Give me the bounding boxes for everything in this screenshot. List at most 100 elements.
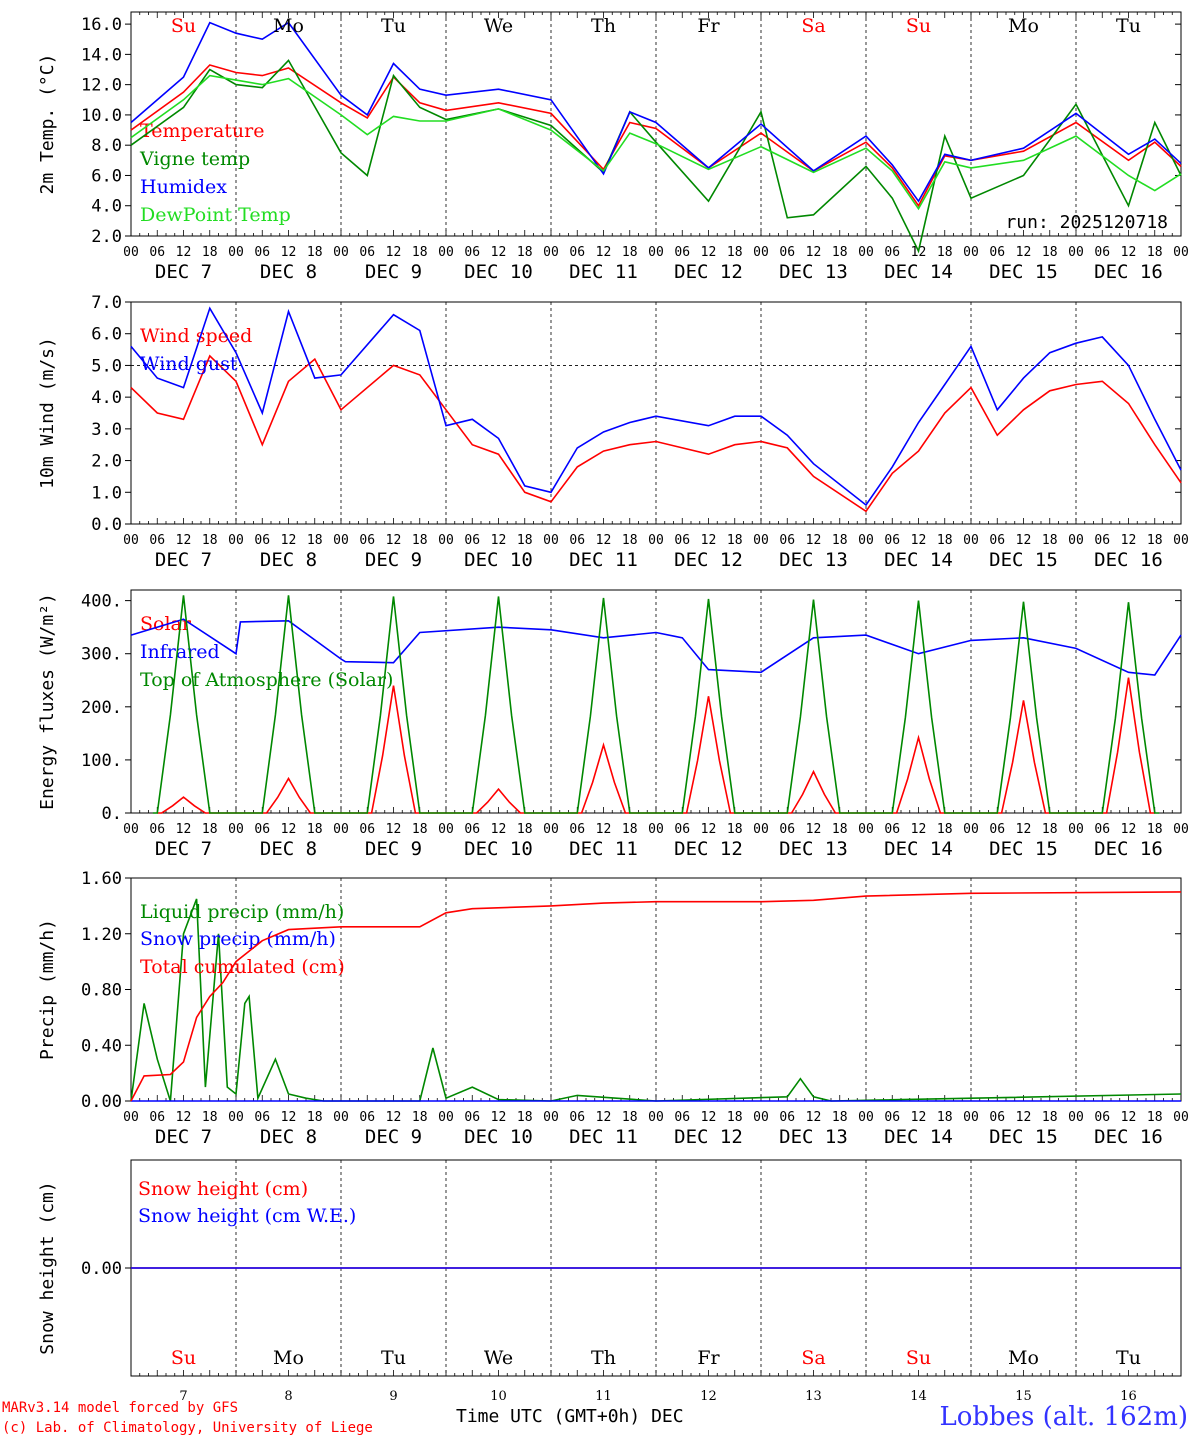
hour-tick-label: 00: [648, 822, 664, 837]
legend-entry: Temperature: [140, 120, 264, 142]
y-tick-label: 3.0: [91, 420, 122, 440]
hour-tick-label: 00: [333, 822, 349, 837]
weekday-label: Mo: [273, 15, 304, 37]
hour-tick-label: 06: [779, 533, 795, 548]
hour-tick-label: 00: [123, 245, 139, 260]
y-tick-label: 1.0: [91, 483, 122, 503]
hour-tick-label: 00: [543, 245, 559, 260]
hour-tick-label: 12: [1121, 822, 1137, 837]
date-label: DEC 12: [674, 549, 743, 571]
weekday-label: We: [484, 15, 513, 37]
hour-tick-label: 06: [149, 245, 165, 260]
hour-tick-label: 06: [464, 533, 480, 548]
day-number: 14: [910, 1389, 927, 1404]
hour-tick-label: 06: [464, 245, 480, 260]
hour-tick-label: 00: [963, 533, 979, 548]
hour-tick-label: 12: [1016, 533, 1032, 548]
y-tick-label: 4.0: [91, 388, 122, 408]
series-infrared: [130, 618, 1182, 676]
hour-tick-label: 18: [622, 533, 638, 548]
hour-tick-label: 00: [858, 822, 874, 837]
weekday-label: Su: [906, 15, 931, 37]
hour-tick-label: 06: [989, 822, 1005, 837]
hour-tick-label: 12: [1016, 822, 1032, 837]
hour-tick-label: 06: [989, 1110, 1005, 1125]
hour-tick-label: 06: [1094, 1110, 1110, 1125]
hour-tick-label: 12: [701, 1110, 717, 1125]
hour-tick-label: 12: [491, 1110, 507, 1125]
hour-tick-label: 18: [832, 533, 848, 548]
hour-tick-label: 06: [569, 533, 585, 548]
hour-tick-label: 12: [491, 533, 507, 548]
hour-tick-label: 18: [1147, 245, 1163, 260]
day-number: 8: [284, 1389, 292, 1404]
hour-tick-label: 18: [937, 822, 953, 837]
date-label: DEC 10: [464, 838, 533, 860]
hour-tick-label: 12: [1121, 245, 1137, 260]
weekday-label: Fr: [697, 1347, 720, 1369]
date-label: DEC 10: [464, 261, 533, 283]
hour-tick-label: 12: [386, 1110, 402, 1125]
date-label: DEC 12: [674, 1126, 743, 1148]
date-label: DEC 9: [365, 838, 422, 860]
hour-tick-label: 12: [491, 245, 507, 260]
hour-tick-label: 18: [307, 533, 323, 548]
hour-tick-label: 00: [1173, 822, 1189, 837]
y-tick-label: 8.0: [91, 136, 122, 156]
date-label: DEC 10: [464, 549, 533, 571]
y-tick-label: 300.: [81, 645, 122, 665]
hour-tick-label: 00: [543, 533, 559, 548]
date-label: DEC 8: [260, 261, 317, 283]
hour-tick-label: 12: [806, 1110, 822, 1125]
hour-tick-label: 12: [911, 822, 927, 837]
hour-tick-label: 00: [648, 533, 664, 548]
y-tick-label: 5.0: [91, 356, 122, 376]
hour-tick-label: 00: [543, 1110, 559, 1125]
y-tick-label: 6.0: [91, 166, 122, 186]
hour-tick-label: 18: [1147, 822, 1163, 837]
day-number: 7: [179, 1389, 187, 1404]
hour-tick-label: 06: [884, 822, 900, 837]
hour-tick-label: 12: [1016, 1110, 1032, 1125]
hour-tick-label: 18: [412, 245, 428, 260]
y-tick-label: 2.0: [91, 227, 122, 247]
legend-entry: Infrared: [140, 641, 220, 663]
hour-tick-label: 12: [701, 822, 717, 837]
hour-tick-label: 06: [149, 822, 165, 837]
weekday-label: Su: [171, 1347, 196, 1369]
hour-tick-label: 12: [806, 245, 822, 260]
hour-tick-label: 18: [622, 1110, 638, 1125]
hour-tick-label: 12: [491, 822, 507, 837]
panel-4: 0.00 0.40 0.80 1.20 1.60 Precip (mm/h) 00 06 12 1…: [37, 869, 1189, 1148]
weekday-label: Mo: [1008, 1347, 1039, 1369]
hour-tick-label: 06: [464, 822, 480, 837]
hour-tick-label: 06: [359, 533, 375, 548]
weekday-label: Sa: [801, 1347, 825, 1369]
day-number: 13: [805, 1389, 822, 1404]
hour-tick-label: 18: [412, 533, 428, 548]
panel-5: 0.00 Snow height (cm) Snow height (cm) Snow…: [37, 1159, 1182, 1404]
hour-tick-label: 00: [123, 533, 139, 548]
legend-entry: Total cumulated (cm): [140, 956, 345, 978]
hour-tick-label: 18: [307, 1110, 323, 1125]
time-axis-label: Time UTC (GMT+0h) DEC: [456, 1406, 684, 1427]
legend-entry: Snow height (cm): [138, 1178, 308, 1200]
date-label: DEC 16: [1094, 1126, 1163, 1148]
legend-entry: Snow height (cm W.E.): [138, 1205, 356, 1227]
weekday-label: Su: [906, 1347, 931, 1369]
panel-2: 0.0 1.0 2.0 3.0 4.0 5.0 6.0 7.0 10m Wind (m/s) 00…: [37, 293, 1189, 571]
hour-tick-label: 18: [307, 822, 323, 837]
hour-tick-label: 00: [648, 1110, 664, 1125]
hour-tick-label: 00: [753, 1110, 769, 1125]
hour-tick-label: 12: [176, 1110, 192, 1125]
hour-tick-label: 00: [963, 1110, 979, 1125]
hour-tick-label: 12: [281, 1110, 297, 1125]
hour-tick-label: 06: [779, 822, 795, 837]
hour-tick-label: 18: [1042, 822, 1058, 837]
y-axis-label: 2m Temp. (°C): [37, 54, 58, 195]
y-axis-label: Precip (mm/h): [37, 919, 58, 1060]
station-label: Lobbes (alt. 162m): [939, 1402, 1188, 1432]
legend-entry: Humidex: [140, 176, 227, 198]
date-label: DEC 7: [155, 1126, 212, 1148]
weekday-label: Tu: [381, 15, 406, 37]
